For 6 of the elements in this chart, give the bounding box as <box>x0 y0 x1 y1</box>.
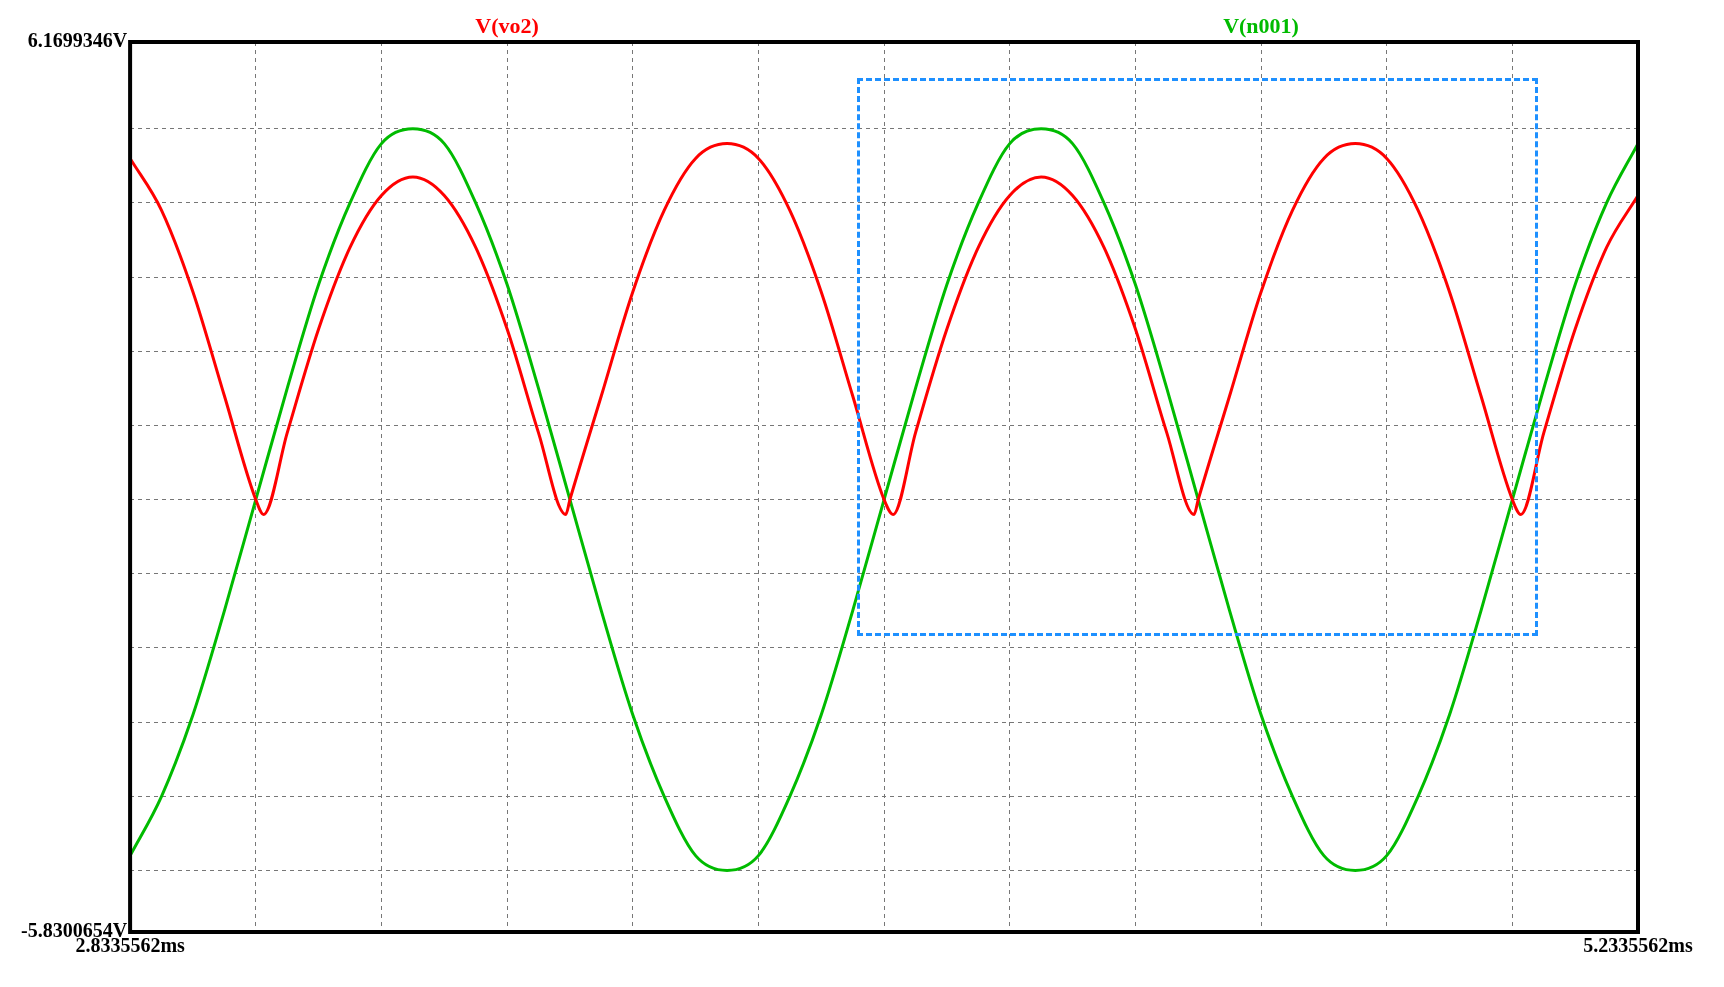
y-tick-label: 6.1699346V <box>27 29 128 52</box>
line-series <box>130 127 1638 872</box>
text: V(vo2) <box>475 12 539 38</box>
text: V(n001) <box>1223 12 1299 38</box>
x-tick-label: 5.2335562ms <box>1583 934 1693 957</box>
line-series <box>130 142 1638 516</box>
